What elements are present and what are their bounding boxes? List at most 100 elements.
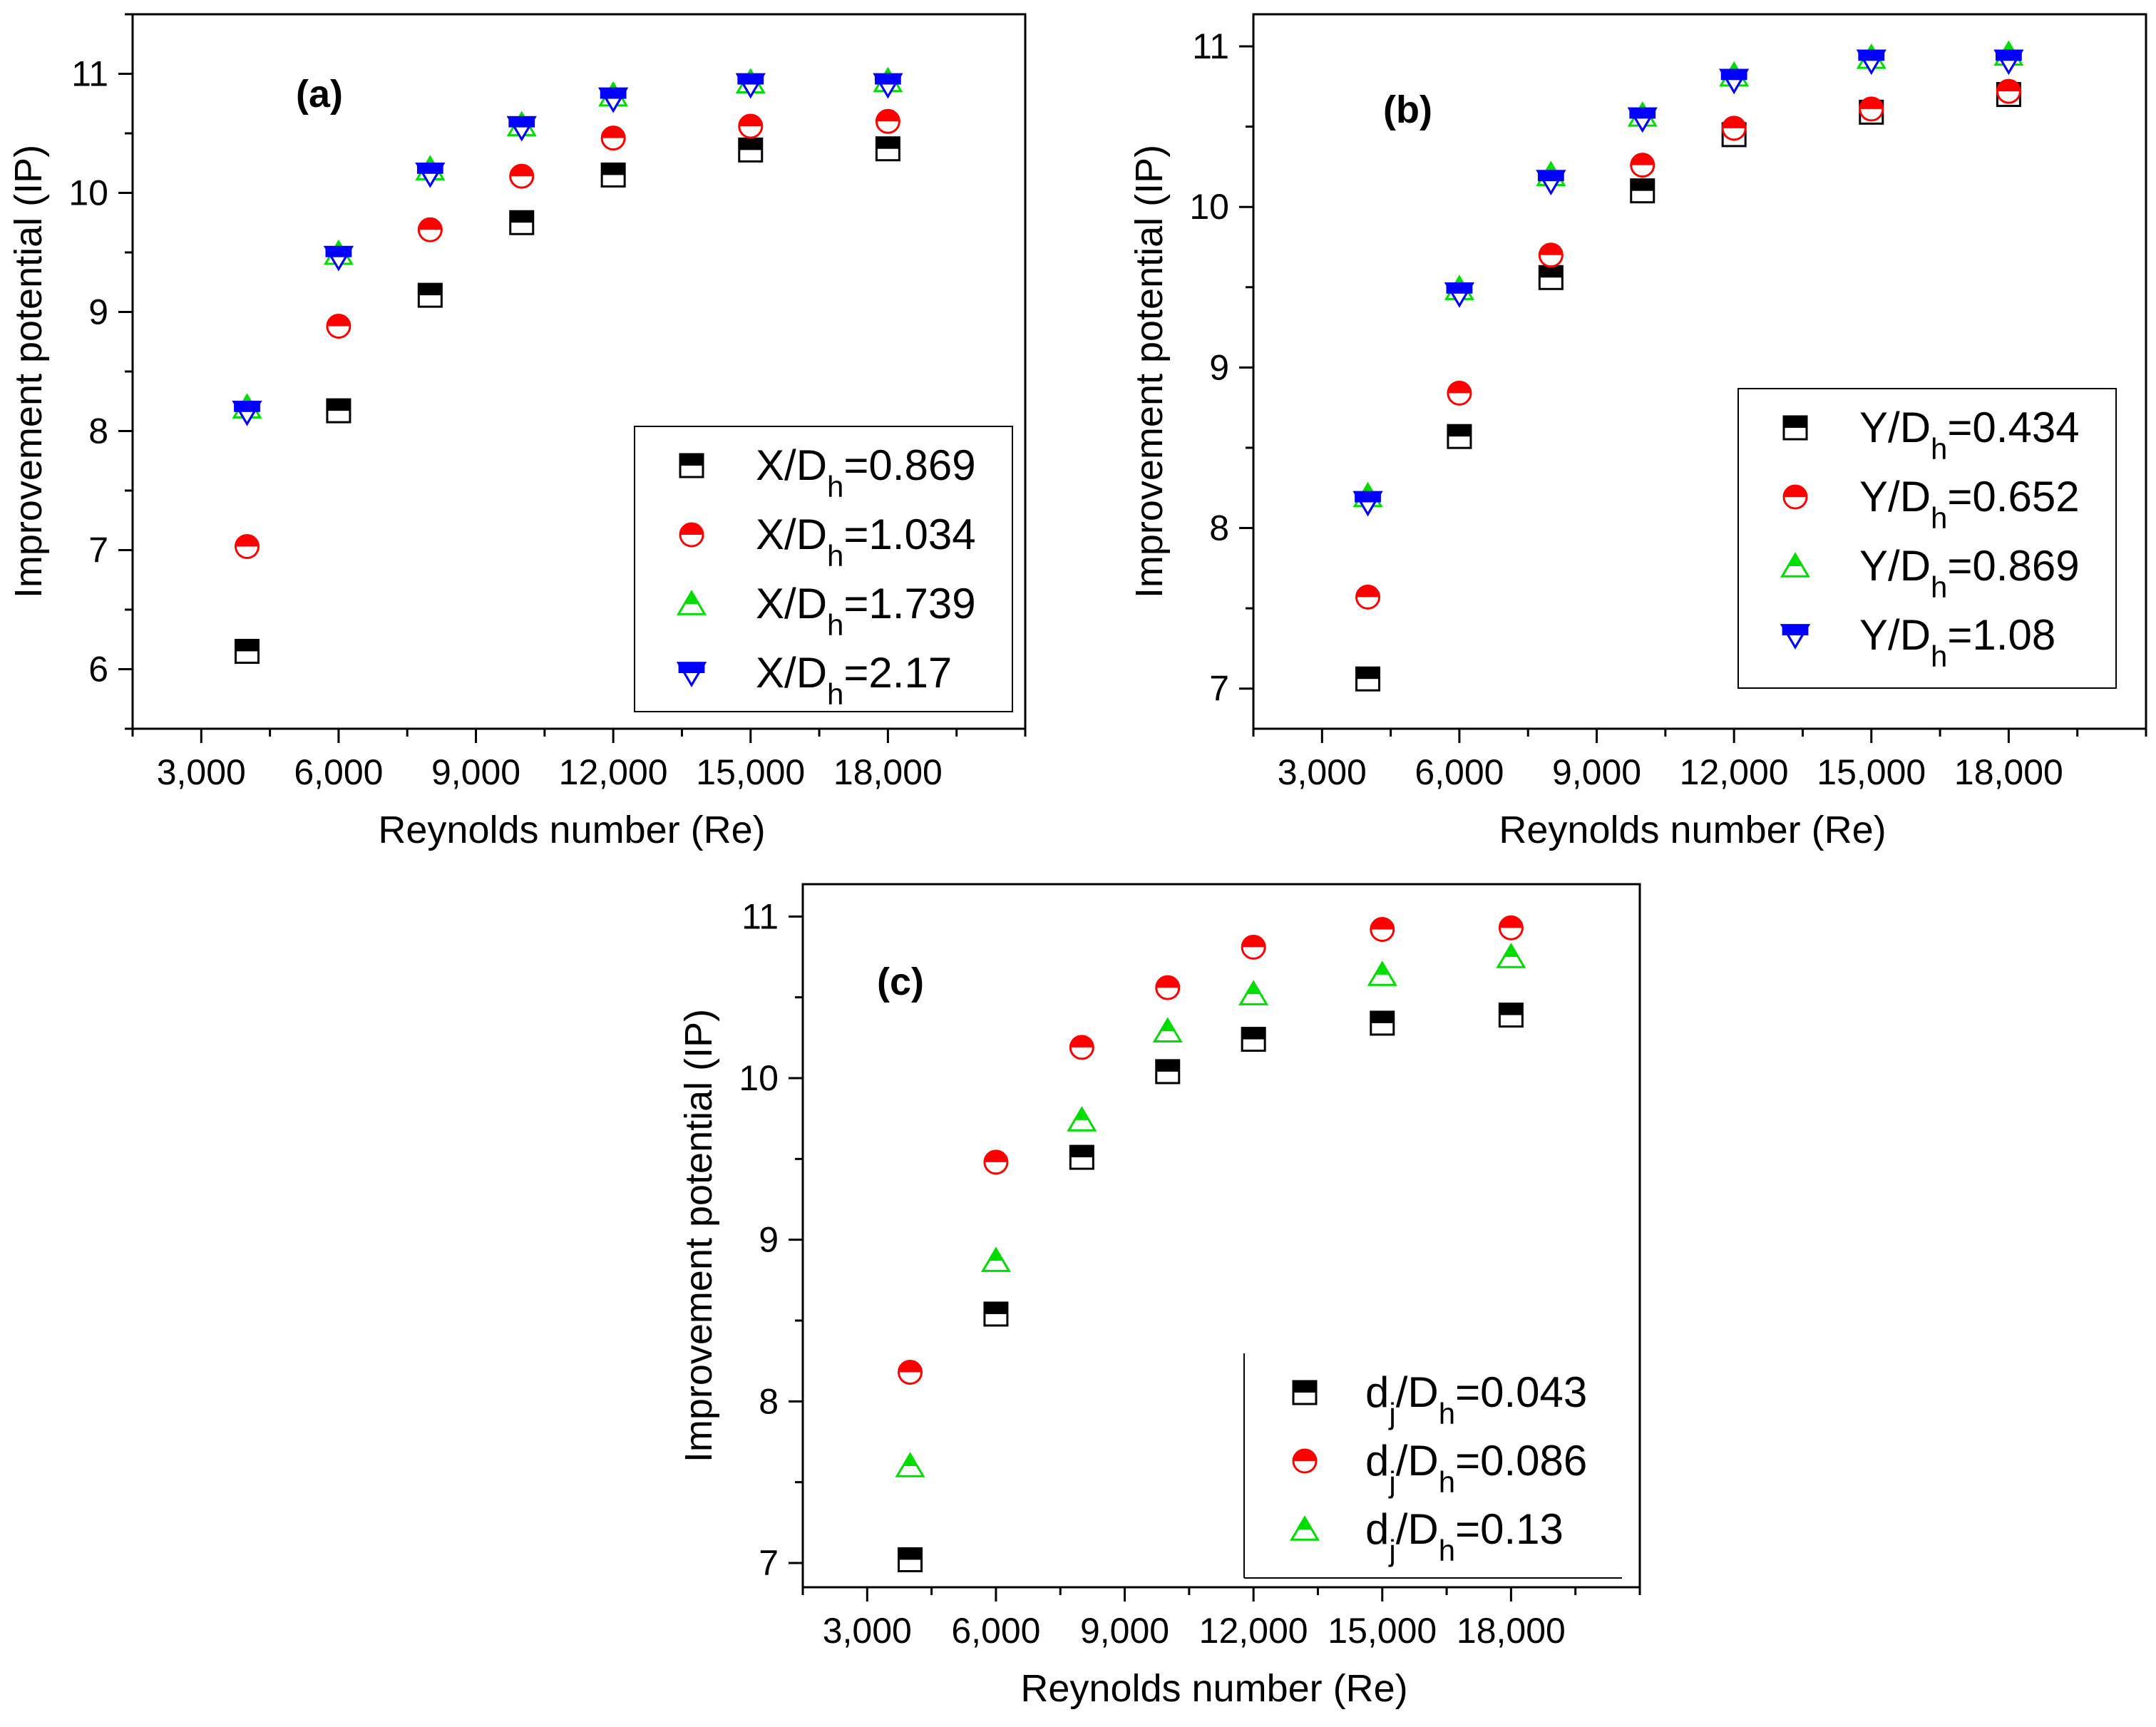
data-point: [600, 125, 626, 151]
data-point: [1496, 943, 1526, 968]
legend-marker: [1292, 1448, 1318, 1474]
panel-label: (b): [1383, 88, 1432, 131]
data-point: [875, 108, 900, 134]
series-4: [232, 73, 903, 426]
data-point: [1355, 666, 1381, 692]
data-point: [1241, 1027, 1266, 1052]
x-tick-label: 18,000: [1457, 1611, 1566, 1651]
y-tick-label: 8: [1209, 508, 1229, 548]
x-tick-label: 3,000: [823, 1611, 912, 1651]
x-tick-label: 12,000: [1199, 1611, 1308, 1651]
x-tick-label: 18,000: [1954, 752, 2063, 792]
y-tick-label: 9: [1209, 347, 1229, 387]
data-point: [873, 73, 903, 99]
data-point: [235, 533, 260, 559]
legend-marker: [1782, 484, 1808, 510]
data-point: [1498, 915, 1524, 941]
legend-label: X/Dh=2.17: [756, 649, 952, 711]
x-tick-label: 18,000: [833, 752, 943, 792]
data-point: [1155, 1059, 1181, 1085]
legend-marker: [1782, 415, 1808, 441]
data-point: [1996, 78, 2021, 104]
data-point: [983, 1301, 1009, 1327]
legend-marker: [1780, 552, 1811, 578]
y-axis-title: Improvement potential (IP): [1128, 145, 1171, 598]
legend-marker: [1289, 1515, 1320, 1541]
x-axis-title: Reynolds number (Re): [1020, 1667, 1407, 1710]
data-point: [1721, 116, 1747, 141]
data-point: [1355, 584, 1381, 610]
x-tick-label: 15,000: [1817, 752, 1926, 792]
chart-panel-a: 3,000 6,000 9,000 12,000 15,000 18,000 6 7 8 9 10 1…: [7, 13, 1027, 851]
chart-panel-c: 3,000 6,000 9,000 12,000 15,000 18,000 7 8 9 10 11…: [677, 883, 1641, 1710]
legend-label: dj/Dh=0.086: [1365, 1437, 1587, 1499]
x-tick-label: 3,000: [1278, 752, 1367, 792]
x-tick-label: 6,000: [1415, 752, 1504, 792]
data-point: [1447, 380, 1472, 406]
y-axis-title: Improvement potential (IP): [7, 145, 50, 598]
data-point: [983, 1149, 1009, 1175]
legend: X/Dh=0.869 X/Dh=1.034 X/Dh=1.739 X/Dh=2.17: [634, 426, 1013, 712]
data-point: [417, 282, 443, 308]
data-point: [323, 245, 354, 272]
legend-label: X/Dh=1.034: [756, 511, 976, 573]
data-point: [1067, 1106, 1097, 1132]
y-axis-title: Improvement potential (IP): [677, 1009, 720, 1462]
data-point: [1536, 170, 1566, 195]
data-point: [738, 137, 764, 163]
legend-marker: [679, 522, 704, 548]
data-point: [415, 163, 446, 188]
x-axis-title: Reynolds number (Re): [378, 809, 765, 851]
data-point: [1241, 934, 1266, 960]
data-point: [738, 113, 764, 139]
data-point: [1993, 49, 2024, 76]
data-point: [1069, 1144, 1094, 1170]
data-point: [417, 217, 443, 242]
x-tick-label: 3,000: [157, 752, 246, 792]
y-tick-label: 8: [88, 411, 108, 451]
data-point: [980, 1246, 1011, 1272]
series-2: [1355, 78, 2021, 610]
legend-label: Y/Dh=0.652: [1859, 473, 2080, 535]
data-point: [1630, 153, 1655, 178]
legend: Y/Dh=0.434 Y/Dh=0.652 Y/Dh=0.869 Y/Dh=1.08: [1737, 388, 2117, 689]
data-point: [506, 116, 537, 142]
legend-marker: [676, 590, 707, 615]
y-tick-label: 10: [739, 1058, 779, 1098]
data-point: [1627, 107, 1658, 133]
data-point: [1498, 1003, 1524, 1028]
legend-label: dj/Dh=0.13: [1365, 1505, 1564, 1567]
data-point: [895, 1452, 925, 1477]
legend-label: X/Dh=1.739: [756, 580, 976, 642]
x-axis-title: Reynolds number (Re): [1499, 809, 1886, 851]
x-tick-label: 6,000: [294, 752, 383, 792]
y-tick-label: 11: [741, 896, 779, 936]
y-tick-label: 7: [759, 1543, 779, 1583]
data-point: [1859, 96, 1884, 122]
plot-frame: [1252, 13, 2147, 730]
legend-marker: [1780, 624, 1811, 650]
data-points: [1352, 40, 2024, 692]
data-point: [1538, 265, 1564, 290]
x-tick-label: 12,000: [559, 752, 668, 792]
x-tick-label: 6,000: [951, 1611, 1040, 1651]
data-point: [1444, 282, 1474, 308]
data-point: [232, 401, 262, 426]
series-4: [1352, 49, 2024, 517]
legend-marker: [679, 453, 704, 478]
x-tick-label: 15,000: [1328, 1611, 1437, 1651]
series-1: [898, 1003, 1524, 1572]
x-tick-label: 9,000: [431, 752, 520, 792]
series-2: [898, 915, 1524, 1385]
data-point: [875, 136, 900, 162]
data-point: [735, 73, 766, 99]
data-point: [898, 1547, 923, 1572]
series-3: [895, 943, 1526, 1477]
data-point: [1367, 960, 1397, 986]
x-tick-label: 12,000: [1680, 752, 1789, 792]
data-point: [598, 87, 629, 113]
data-point: [898, 1360, 923, 1385]
series-1: [235, 136, 900, 664]
legend-label: Y/Dh=0.434: [1859, 404, 2080, 466]
data-point: [1856, 49, 1886, 76]
